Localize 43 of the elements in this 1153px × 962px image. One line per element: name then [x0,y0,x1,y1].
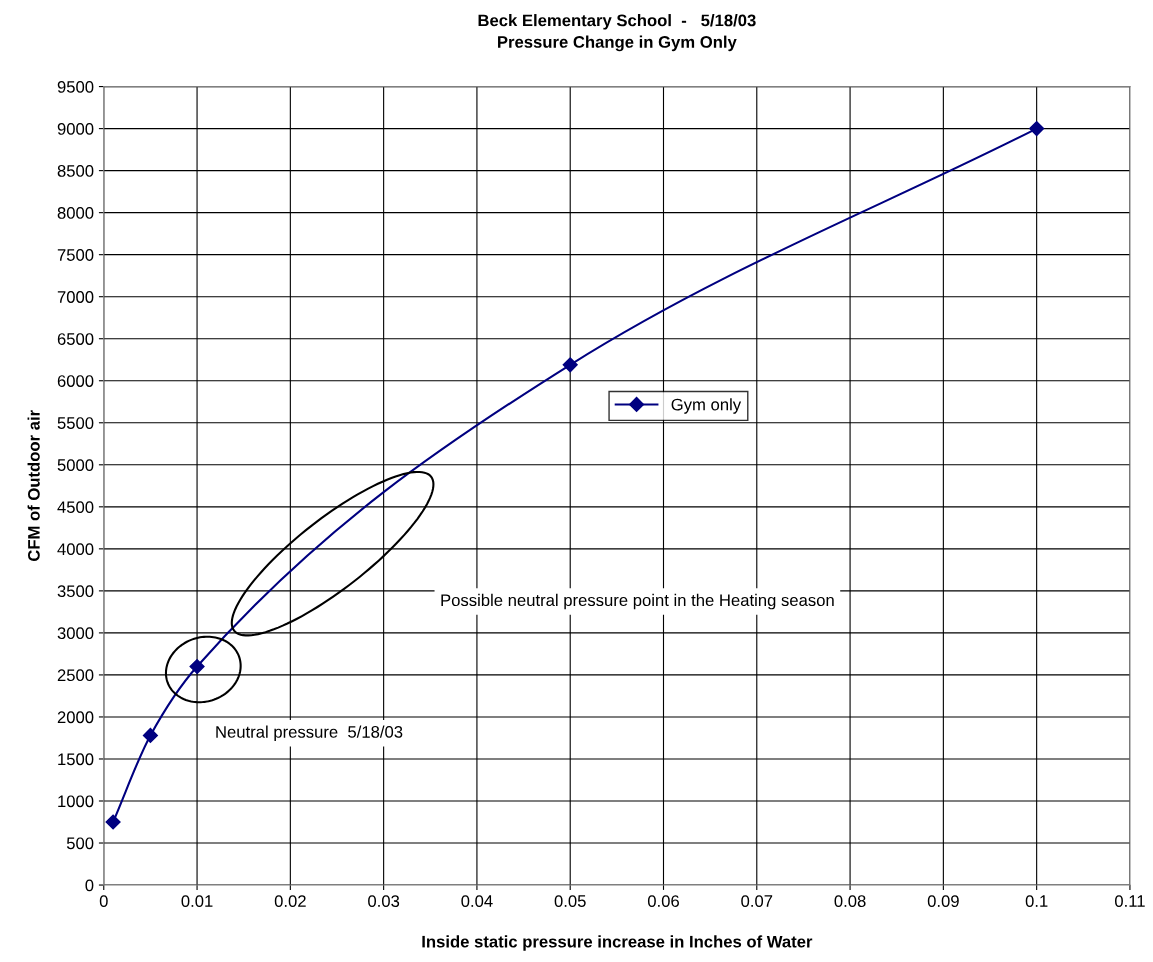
x-tick-label: 0.06 [647,895,679,907]
y-tick-label: 6500 [57,333,94,345]
y-tick-label: 3000 [57,627,94,640]
y-tick-label: 6000 [57,375,94,387]
x-tick-label: 0 [99,895,108,907]
x-tick-label: 0.04 [461,895,493,907]
y-tick-label: 2500 [57,669,94,682]
point [142,727,158,744]
y-tick-label: 9000 [57,123,94,135]
y-tick-label: 2000 [57,711,94,724]
y-tick-label: 4000 [57,543,94,556]
x-tick-label: 0.05 [554,895,586,907]
y-tick-label: 500 [66,837,94,850]
x-tick-label: 0.09 [927,895,959,907]
x-axis-title: Inside static pressure increase in Inches of Water [422,935,813,951]
y-tick-label: 4500 [57,501,94,514]
annotation: Possible neutral pressure point in the Heating season [441,593,834,610]
point [1029,121,1045,137]
x-tick-label: 0.03 [368,895,400,907]
x-tick-label: 0.07 [741,895,773,907]
y-tick-label: 1000 [58,795,94,808]
x-tick-label: 0.01 [181,895,213,907]
point [562,357,578,373]
x-tick-label: 0.08 [834,895,866,907]
x-tick-label: 0.1 [1025,895,1048,907]
y-tick-label: 9500 [57,80,94,93]
legend-label: Gym only [671,398,742,414]
chart-title: Beck Elementary School - 5/18/03 Pressure Change in Gym Only [478,14,756,52]
y-tick-label: 5500 [57,417,94,429]
y-axis-title: CFM of Outdoor air [27,410,40,562]
y-tick-label: 8500 [57,165,94,177]
y-tick-label: 1500 [58,753,94,766]
point [189,658,205,675]
y-tick-label: 5000 [57,459,94,471]
y-tick-label: 3500 [57,585,94,598]
y-tick-label: 7000 [57,291,94,303]
y-tick-label: 8000 [57,207,94,219]
y-tick-label: 7500 [57,249,94,261]
x-tick-label: 0.11 [1114,895,1145,907]
annotation: Neutral pressure 5/18/03 [216,725,403,742]
point [105,814,121,830]
x-tick-label: 0.02 [274,895,306,907]
y-tick-label: 0 [85,879,94,892]
